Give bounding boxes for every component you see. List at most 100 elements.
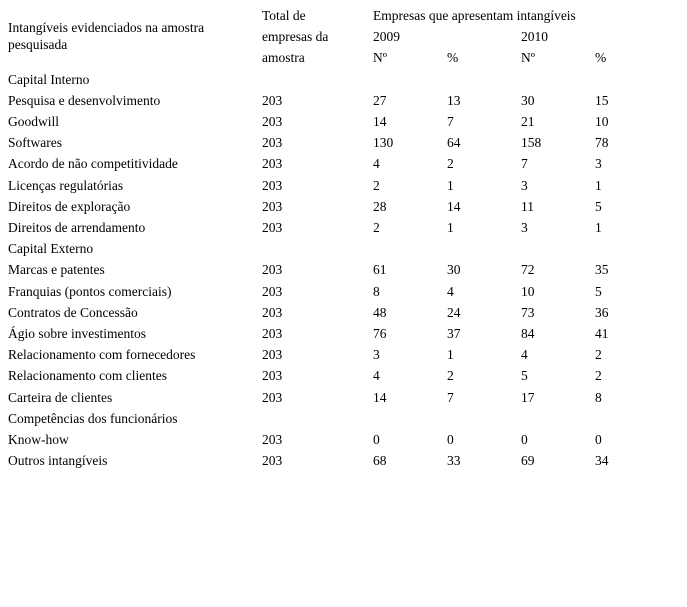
percent-2010-cell xyxy=(595,238,687,259)
percent-2010-cell: 2 xyxy=(595,368,602,384)
table-row: Relacionamento com fornecedores 203 3 1 4 2 xyxy=(0,344,687,365)
total-cell: 203 xyxy=(262,432,283,448)
percent-2009-cell: 24 xyxy=(447,304,461,320)
percent-2009-cell: 33 xyxy=(447,453,461,469)
percent-2009-cell: 64 xyxy=(447,135,461,151)
count-2010-cell: 69 xyxy=(521,453,535,469)
table-row: Licenças regulatórias 203 2 1 3 1 xyxy=(0,175,687,196)
row-label: Capital Interno xyxy=(8,71,90,87)
count-2009-cell: 4 xyxy=(373,156,380,172)
count-2009-cell: 48 xyxy=(373,304,387,320)
table-row: Ágio sobre investimentos 203 76 37 84 41 xyxy=(0,323,687,344)
row-label: Acordo de não competitividade xyxy=(8,156,178,172)
total-cell: 203 xyxy=(262,304,283,320)
header-percent-2009: % xyxy=(447,50,459,66)
count-2010-cell: 5 xyxy=(521,368,528,384)
row-label: Pesquisa e desenvolvimento xyxy=(8,92,161,108)
percent-2010-cell: 5 xyxy=(595,283,602,299)
header-count-2010: Nº xyxy=(521,50,535,66)
total-cell xyxy=(254,238,373,259)
table-row: Direitos de arrendamento 203 2 1 3 1 xyxy=(0,217,687,238)
count-2010-cell: 158 xyxy=(521,135,542,151)
row-label: Competências dos funcionários xyxy=(8,410,178,426)
header-row-3: Nº % Nº % xyxy=(0,47,687,68)
percent-2009-cell: 7 xyxy=(447,389,454,405)
row-label: Softwares xyxy=(8,135,62,151)
percent-2010-cell: 36 xyxy=(595,304,609,320)
total-cell: 203 xyxy=(262,220,283,236)
row-label: Know-how xyxy=(8,432,69,448)
count-2009-cell xyxy=(373,408,447,429)
percent-2010-cell: 5 xyxy=(595,198,602,214)
percent-2010-cell: 1 xyxy=(595,177,602,193)
row-label: Marcas e patentes xyxy=(8,262,105,278)
header-year-2009: 2009 xyxy=(373,29,400,45)
count-2010-cell: 17 xyxy=(521,389,535,405)
row-label: Franquias (pontos comerciais) xyxy=(8,283,172,299)
header-total-label-text: Total de empresas da amostra xyxy=(262,8,329,66)
table-row: Franquias (pontos comerciais) 203 8 4 10 5 xyxy=(0,281,687,302)
percent-2010-cell: 10 xyxy=(595,114,609,130)
count-2009-cell: 4 xyxy=(373,368,380,384)
percent-2010-cell xyxy=(595,69,687,90)
percent-2009-cell: 7 xyxy=(447,114,454,130)
total-cell: 203 xyxy=(262,135,283,151)
header-row-2: 2009 2010 xyxy=(0,26,687,47)
count-2009-cell: 8 xyxy=(373,283,380,299)
row-label: Goodwill xyxy=(8,114,60,130)
row-label: Outros intangíveis xyxy=(8,453,108,469)
percent-2009-cell: 14 xyxy=(447,198,461,214)
count-2010-cell: 72 xyxy=(521,262,535,278)
count-2010-cell xyxy=(521,238,595,259)
percent-2010-cell: 1 xyxy=(595,220,602,236)
total-cell: 203 xyxy=(262,198,283,214)
percent-2010-cell: 8 xyxy=(595,389,602,405)
row-label: Contratos de Concessão xyxy=(8,304,138,320)
count-2009-cell: 2 xyxy=(373,177,380,193)
table-body: Capital Interno Pesquisa e desenvolviment… xyxy=(0,69,687,472)
count-2009-cell: 130 xyxy=(373,135,394,151)
percent-2010-cell: 2 xyxy=(595,347,602,363)
percent-2009-cell: 1 xyxy=(447,220,454,236)
count-2010-cell: 21 xyxy=(521,114,535,130)
row-label: Licenças regulatórias xyxy=(8,177,124,193)
total-cell xyxy=(254,408,373,429)
section-row: Competências dos funcionários xyxy=(0,408,687,429)
count-2009-cell: 61 xyxy=(373,262,387,278)
header-row-label: Intangíveis evidenciados na amostra pesq… xyxy=(8,20,205,52)
total-cell: 203 xyxy=(262,156,283,172)
table-row: Relacionamento com clientes 203 4 2 5 2 xyxy=(0,365,687,386)
percent-2009-cell xyxy=(447,69,521,90)
total-cell: 203 xyxy=(262,326,283,342)
count-2010-cell xyxy=(521,408,595,429)
percent-2009-cell: 1 xyxy=(447,177,454,193)
percent-2009-cell: 30 xyxy=(447,262,461,278)
table-row: Know-how 203 0 0 0 0 xyxy=(0,429,687,450)
percent-2010-cell: 15 xyxy=(595,92,609,108)
count-2009-cell xyxy=(373,238,447,259)
count-2010-cell: 10 xyxy=(521,283,535,299)
percent-2010-cell: 35 xyxy=(595,262,609,278)
table-row: Goodwill 203 14 7 21 10 xyxy=(0,111,687,132)
total-cell: 203 xyxy=(262,114,283,130)
count-2009-cell: 2 xyxy=(373,220,380,236)
total-cell: 203 xyxy=(262,368,283,384)
percent-2009-cell: 4 xyxy=(447,283,454,299)
percent-2009-cell xyxy=(447,238,521,259)
total-cell: 203 xyxy=(262,177,283,193)
row-label: Ágio sobre investimentos xyxy=(8,326,146,342)
count-2010-cell: 3 xyxy=(521,177,528,193)
percent-2009-cell xyxy=(447,408,521,429)
intangibles-table: Intangíveis evidenciados na amostra pesq… xyxy=(0,5,687,471)
header-percent-2010: % xyxy=(595,50,607,66)
percent-2009-cell: 2 xyxy=(447,368,454,384)
total-cell xyxy=(254,69,373,90)
count-2009-cell xyxy=(373,69,447,90)
header-total-label: Total de empresas da amostra xyxy=(254,5,373,69)
percent-2010-cell: 3 xyxy=(595,156,602,172)
percent-2009-cell: 2 xyxy=(447,156,454,172)
count-2010-cell: 0 xyxy=(521,432,528,448)
count-2010-cell: 84 xyxy=(521,326,535,342)
percent-2010-cell: 41 xyxy=(595,326,609,342)
